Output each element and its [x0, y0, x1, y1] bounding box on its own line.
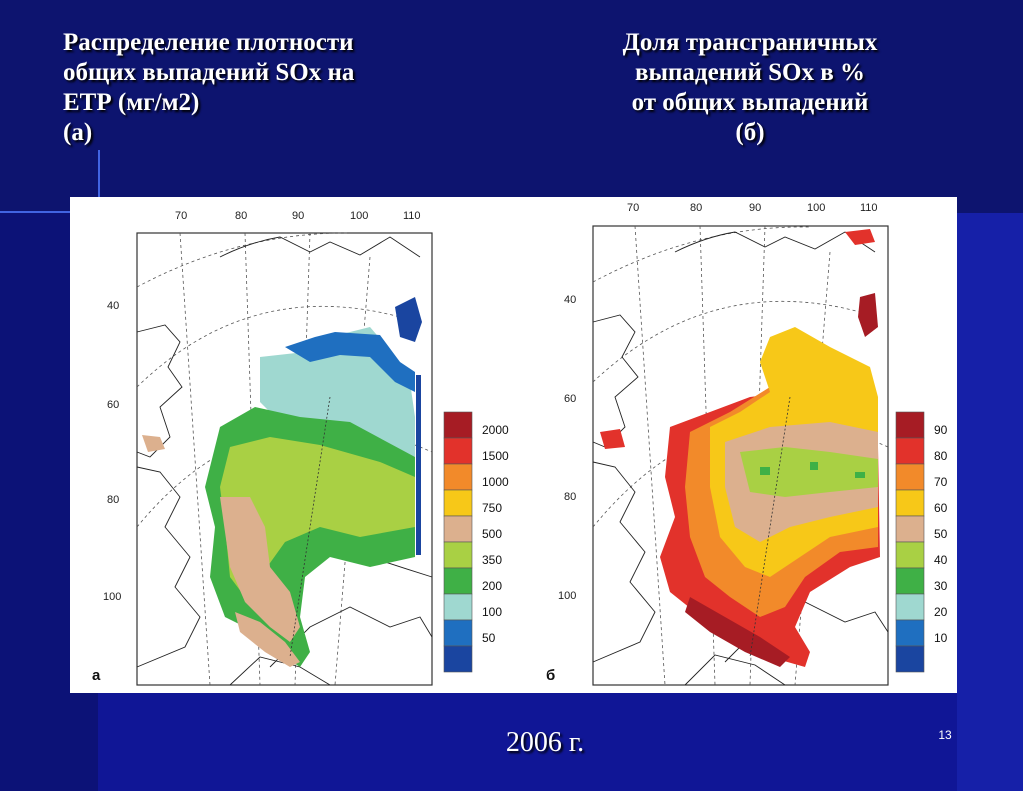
- map-a-top-tick-100: 100: [350, 210, 368, 222]
- map-a-legend-swatch: [443, 489, 473, 517]
- map-b-legend-swatch: [895, 437, 925, 465]
- accent-line-horizontal: [0, 211, 100, 213]
- map-b-field-darkred: [685, 597, 790, 667]
- map-a-left-tick-40: 40: [107, 300, 119, 312]
- map-a-legend-label: 50: [482, 631, 496, 645]
- map-b-legend-swatch: [895, 567, 925, 595]
- map-b-legend-swatch: [895, 645, 925, 673]
- map-a-legend-swatch: [443, 515, 473, 543]
- map-a-legend-swatch: [443, 567, 473, 595]
- map-b-top-tick-70: 70: [627, 202, 639, 214]
- map-a-legend-swatch: [443, 645, 473, 673]
- map-b: 70 80 90 100 110 40 60 80 100 б 90 80 70 60…: [546, 202, 948, 686]
- map-a-top-tick-70: 70: [175, 210, 187, 222]
- map-b-field-lightgreen: [740, 447, 878, 497]
- map-b-legend-label: 40: [934, 553, 948, 567]
- map-b-legend-swatch: [895, 411, 925, 439]
- title-left: Распределение плотности общих выпадений …: [63, 29, 355, 146]
- map-b-top-tick-80: 80: [690, 202, 702, 214]
- map-b-legend-swatch: [895, 619, 925, 647]
- map-b-legend-label: 60: [934, 501, 948, 515]
- map-b-top-tick-90: 90: [749, 202, 761, 214]
- map-a-legend: 2000 1500 1000 750 500 350 200 100 50: [443, 411, 509, 673]
- map-a-field-tan-west: [142, 435, 165, 452]
- map-a-top-tick-110: 110: [403, 210, 421, 222]
- map-a-field-blue-ne: [395, 297, 422, 342]
- bottom-background: [98, 693, 957, 791]
- map-a-legend-swatch: [443, 541, 473, 569]
- map-b-legend-label: 10: [934, 631, 948, 645]
- map-b-legend-swatch: [895, 463, 925, 491]
- map-b-left-tick-100: 100: [558, 590, 576, 602]
- map-a-field-blue: [285, 332, 415, 392]
- right-background: [957, 213, 1023, 791]
- map-a-left-tick-60: 60: [107, 399, 119, 411]
- map-a-legend-swatch: [443, 437, 473, 465]
- map-b-panel-label: б: [546, 667, 555, 684]
- slide-number: 13: [938, 728, 952, 742]
- map-a-legend-swatch: [443, 463, 473, 491]
- map-b-legend-swatch: [895, 541, 925, 569]
- map-b-left-tick-40: 40: [564, 294, 576, 306]
- map-a-legend-swatch: [443, 411, 473, 439]
- map-b-top-tick-110: 110: [860, 202, 878, 214]
- map-b-legend-swatch: [895, 593, 925, 621]
- map-b-field-red-west: [600, 429, 625, 449]
- map-a-field-tan-south: [235, 612, 300, 667]
- map-a-legend-swatch: [443, 593, 473, 621]
- map-b-field-red-top: [845, 229, 875, 245]
- map-b-top-ticks: 70 80 90 100 110: [627, 202, 878, 214]
- accent-line-vertical: [98, 150, 100, 213]
- map-b-patch-green-3: [855, 472, 865, 478]
- map-b-legend-label: 90: [934, 423, 948, 437]
- year-caption: 2006 г.: [505, 727, 585, 758]
- map-a-legend-label: 100: [482, 605, 502, 619]
- map-a-edge-strip: [416, 375, 421, 555]
- map-b-legend-swatch: [895, 515, 925, 543]
- map-a-field-tan: [220, 497, 300, 642]
- map-a-left-tick-80: 80: [107, 494, 119, 506]
- map-b-left-tick-80: 80: [564, 491, 576, 503]
- map-b-legend-label: 30: [934, 579, 948, 593]
- map-b-patch-green-1: [760, 467, 770, 475]
- map-b-legend-label: 70: [934, 475, 948, 489]
- map-a-legend-swatch: [443, 619, 473, 647]
- map-a-left-ticks: 40 60 80 100: [103, 300, 121, 603]
- map-a-top-tick-90: 90: [292, 210, 304, 222]
- map-a-legend-label: 2000: [482, 423, 509, 437]
- map-b-left-ticks: 40 60 80 100: [558, 294, 576, 602]
- map-a: 70 80 90 100 110 40 60 80 100 а 2000 1500…: [92, 210, 509, 686]
- map-b-legend-label: 20: [934, 605, 948, 619]
- map-b-left-tick-60: 60: [564, 393, 576, 405]
- map-b-legend-label: 80: [934, 449, 948, 463]
- map-b-top-tick-100: 100: [807, 202, 825, 214]
- map-a-top-ticks: 70 80 90 100 110: [175, 210, 421, 222]
- map-a-legend-label: 500: [482, 527, 502, 541]
- map-b-legend: 90 80 70 60 50 40 30 20 10: [895, 411, 948, 673]
- map-a-left-tick-100: 100: [103, 591, 121, 603]
- map-a-legend-label: 1500: [482, 449, 509, 463]
- map-a-top-tick-80: 80: [235, 210, 247, 222]
- map-a-panel-label: а: [92, 667, 101, 684]
- map-b-legend-label: 50: [934, 527, 948, 541]
- map-a-legend-label: 200: [482, 579, 502, 593]
- map-b-patch-green-2: [810, 462, 818, 470]
- title-right: Доля трансграничных выпадений SOx в % от…: [622, 29, 878, 146]
- map-b-field-red-ne: [858, 293, 878, 337]
- map-a-legend-label: 750: [482, 501, 502, 515]
- maps-figure: 70 80 90 100 110 40 60 80 100 а 2000 1500…: [70, 197, 957, 693]
- map-a-legend-label: 1000: [482, 475, 509, 489]
- map-a-legend-label: 350: [482, 553, 502, 567]
- map-b-legend-swatch: [895, 489, 925, 517]
- header-background: [0, 0, 1023, 213]
